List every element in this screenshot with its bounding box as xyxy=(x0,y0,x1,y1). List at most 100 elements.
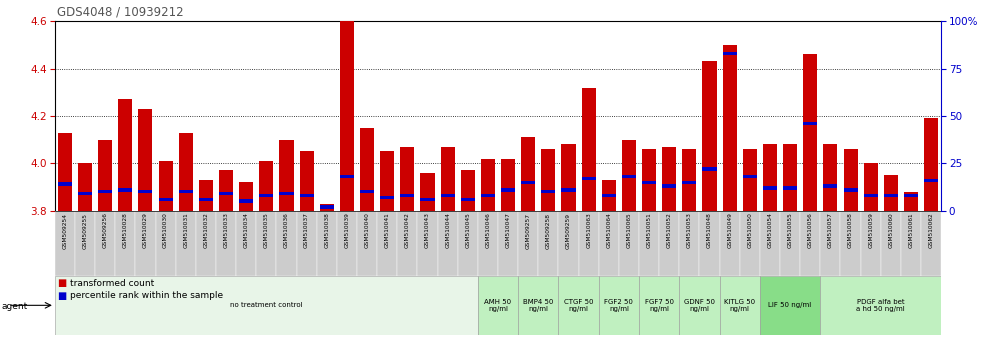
Text: GSM510053: GSM510053 xyxy=(687,213,692,249)
Bar xyxy=(639,211,659,276)
Text: no treatment control: no treatment control xyxy=(230,302,303,308)
Bar xyxy=(377,211,397,276)
Bar xyxy=(420,198,434,201)
Bar xyxy=(883,175,898,211)
Text: GSM510058: GSM510058 xyxy=(848,213,853,249)
Bar xyxy=(723,52,737,55)
Bar xyxy=(199,180,213,211)
Text: GSM510041: GSM510041 xyxy=(384,213,389,249)
Text: FGF2 50
ng/ml: FGF2 50 ng/ml xyxy=(605,299,633,312)
Text: GSM509258: GSM509258 xyxy=(546,213,551,249)
Bar xyxy=(199,198,213,201)
Bar xyxy=(682,149,696,211)
Bar xyxy=(521,137,535,211)
Bar xyxy=(337,211,357,276)
Bar xyxy=(662,147,676,211)
Bar xyxy=(219,192,233,195)
Bar xyxy=(602,180,616,211)
Text: GSM510038: GSM510038 xyxy=(325,213,330,249)
Bar xyxy=(458,211,478,276)
Bar xyxy=(98,190,113,193)
Bar xyxy=(58,182,72,186)
Bar xyxy=(196,211,216,276)
Bar xyxy=(78,192,92,195)
Text: LIF 50 ng/ml: LIF 50 ng/ml xyxy=(769,302,812,308)
Bar xyxy=(844,188,858,192)
Text: GSM510029: GSM510029 xyxy=(143,213,148,249)
Text: GSM510047: GSM510047 xyxy=(506,213,511,249)
Bar xyxy=(541,149,556,211)
Bar xyxy=(622,175,636,178)
Text: GSM510039: GSM510039 xyxy=(345,213,350,249)
Bar xyxy=(58,132,72,211)
Text: GSM510034: GSM510034 xyxy=(244,213,249,249)
Bar xyxy=(864,163,877,211)
Bar xyxy=(155,211,175,276)
Bar xyxy=(478,211,498,276)
Bar xyxy=(397,211,417,276)
Bar xyxy=(924,118,938,211)
Bar xyxy=(481,159,495,211)
Bar xyxy=(740,211,760,276)
Text: ■: ■ xyxy=(57,278,66,288)
Text: GSM510050: GSM510050 xyxy=(747,213,752,249)
Bar xyxy=(619,211,639,276)
Text: GSM510031: GSM510031 xyxy=(183,213,188,249)
Bar xyxy=(864,194,877,197)
Bar xyxy=(841,211,861,276)
Bar xyxy=(360,128,374,211)
Bar xyxy=(780,211,800,276)
Bar xyxy=(662,184,676,188)
Bar xyxy=(239,199,253,203)
Bar xyxy=(803,55,818,211)
Bar xyxy=(719,211,740,276)
Bar xyxy=(320,205,334,209)
Bar xyxy=(763,144,777,211)
Bar xyxy=(320,204,334,211)
Bar xyxy=(538,211,559,276)
Text: GSM510028: GSM510028 xyxy=(123,213,127,249)
Bar xyxy=(340,21,354,211)
Bar xyxy=(824,144,838,211)
Text: GSM510056: GSM510056 xyxy=(808,213,813,249)
Text: GSM510048: GSM510048 xyxy=(707,213,712,249)
Bar xyxy=(699,211,719,276)
Bar xyxy=(743,149,757,211)
Bar xyxy=(659,211,679,276)
Text: GSM510065: GSM510065 xyxy=(626,213,631,249)
Text: GSM510059: GSM510059 xyxy=(869,213,873,249)
Bar xyxy=(763,186,777,190)
Bar xyxy=(642,181,656,184)
Text: GSM509255: GSM509255 xyxy=(83,213,88,249)
Text: GSM510051: GSM510051 xyxy=(646,213,651,249)
Bar xyxy=(135,211,155,276)
Text: GSM510057: GSM510057 xyxy=(828,213,833,249)
Text: CTGF 50
ng/ml: CTGF 50 ng/ml xyxy=(564,299,594,312)
Text: GSM510035: GSM510035 xyxy=(264,213,269,249)
Bar xyxy=(760,211,780,276)
Bar xyxy=(280,192,294,195)
Bar xyxy=(119,188,132,192)
Text: GSM510037: GSM510037 xyxy=(304,213,309,249)
Text: GSM510060: GSM510060 xyxy=(888,213,893,249)
Bar xyxy=(259,161,273,211)
Bar xyxy=(642,149,656,211)
Text: GSM510042: GSM510042 xyxy=(404,213,409,249)
Bar xyxy=(340,175,354,178)
Bar xyxy=(679,211,699,276)
Text: GSM510046: GSM510046 xyxy=(485,213,490,249)
Bar xyxy=(702,62,716,211)
Bar xyxy=(599,211,619,276)
Bar xyxy=(559,211,579,276)
Bar xyxy=(158,161,172,211)
Text: GSM509259: GSM509259 xyxy=(566,213,571,249)
Bar xyxy=(783,144,797,211)
Text: GSM510044: GSM510044 xyxy=(445,213,450,249)
Text: GSM510045: GSM510045 xyxy=(465,213,470,249)
Bar xyxy=(300,194,314,197)
Text: GSM510049: GSM510049 xyxy=(727,213,732,249)
Bar xyxy=(481,194,495,197)
Bar xyxy=(158,198,172,201)
Bar xyxy=(562,188,576,192)
Bar xyxy=(883,194,898,197)
